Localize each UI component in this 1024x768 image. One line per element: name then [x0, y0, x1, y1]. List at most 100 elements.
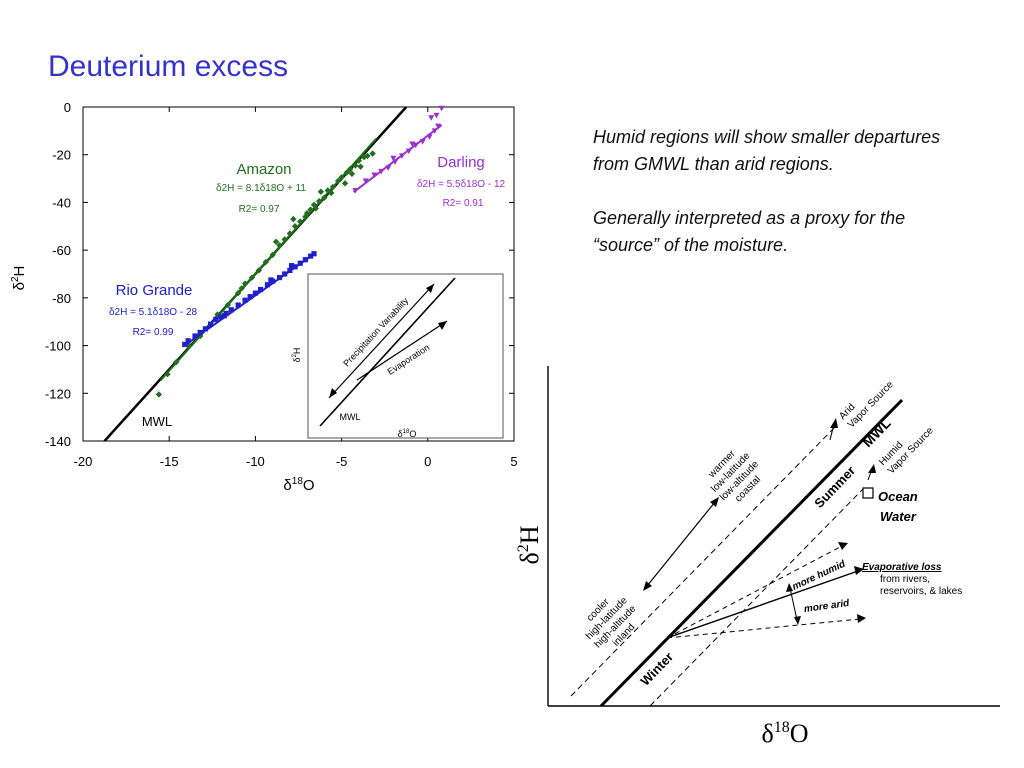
- amazon-equation: δ2H = 8.1δ18O + 11: [216, 183, 306, 194]
- data-point: [262, 258, 269, 266]
- data-point: [289, 263, 295, 269]
- data-point: [264, 282, 271, 288]
- data-point: [312, 205, 319, 212]
- data-point: [197, 329, 203, 336]
- y-tick-label: -120: [45, 386, 71, 401]
- data-point: [182, 341, 188, 347]
- data-point: [307, 253, 314, 259]
- darling-label: Darling: [437, 154, 485, 171]
- data-point: [348, 170, 356, 177]
- more-arid-label: more arid: [803, 598, 851, 615]
- inset-frame: [307, 273, 504, 439]
- y-tick-label: -100: [45, 339, 71, 354]
- y-tick-label: -20: [52, 148, 71, 163]
- cool-conditions-label: cooler high-latitude high-altitude inlan…: [584, 595, 639, 650]
- slide-title: Deuterium excess: [48, 50, 289, 83]
- fit-line: [353, 124, 443, 193]
- data-point: [362, 178, 369, 184]
- inset-arrowhead-up: [426, 284, 434, 293]
- inset-mwl-line: [319, 277, 456, 427]
- inset-mwl-label: MWL: [340, 412, 361, 422]
- warm-conditions-label: warmer low-latitude low-altitude coastal: [706, 448, 763, 505]
- amazon-r2: R2= 0.97: [239, 204, 280, 215]
- winter-label: Winter: [637, 649, 676, 688]
- data-point: [412, 142, 419, 149]
- note-humid-regions: Humid regions will show smaller departur…: [593, 127, 941, 174]
- y-axis-ticks: 0 -20 -40 -60 -80 -100 -120 -140: [45, 100, 514, 449]
- humidity-range-arrowhead-down: [794, 616, 801, 625]
- temperature-arrow: [646, 501, 716, 587]
- x-tick-label: -15: [160, 454, 179, 469]
- data-point: [428, 115, 435, 121]
- data-point: [164, 371, 171, 378]
- data-point: [409, 141, 416, 147]
- isotope-scatter-chart: 0-20-40-60-80-100-120-140 -20 -15 -10 -5 0 5 …: [10, 100, 518, 494]
- deuterium-excess-schematic: δ2H δ18O MWL Summer Winter Ocean Water A…: [515, 366, 1000, 748]
- data-point: [405, 148, 412, 155]
- evaporation-line: [666, 570, 859, 639]
- data-point: [341, 180, 349, 187]
- data-point: [302, 257, 308, 263]
- y-tick-label: -140: [45, 434, 71, 449]
- data-point: [303, 209, 311, 217]
- data-point: [364, 152, 371, 160]
- ocean-water-marker: [862, 487, 874, 499]
- water-label: Water: [880, 509, 917, 524]
- humidity-range-arrow: [789, 587, 798, 621]
- data-point: [252, 290, 258, 296]
- schematic-x-label: δ18O: [761, 719, 808, 748]
- data-point: [292, 264, 298, 270]
- x-axis-label: δ18O: [283, 476, 314, 494]
- schematic-mwl-line: [599, 398, 904, 708]
- x-tick-label: -20: [74, 454, 93, 469]
- data-point: [248, 274, 256, 281]
- schematic-mwl-label: MWL: [859, 415, 894, 450]
- data-point: [357, 163, 364, 170]
- data-point: [221, 313, 227, 319]
- humidity-range-arrowhead-up: [786, 583, 793, 592]
- data-point: [272, 238, 280, 245]
- x-tick-label: 0: [424, 454, 431, 469]
- arid-arrowhead: [830, 418, 838, 428]
- data-point: [255, 267, 263, 274]
- data-point: [321, 194, 328, 201]
- data-point: [426, 134, 433, 140]
- data-point: [438, 105, 445, 112]
- y-tick-label: -40: [52, 195, 71, 210]
- x-tick-label: -10: [246, 454, 265, 469]
- rio-grande-r2: R2= 0.99: [133, 327, 174, 338]
- temperature-arrowhead-down: [643, 581, 652, 591]
- y-tick-label: 0: [64, 100, 71, 115]
- data-point: [269, 251, 276, 259]
- data-point: [228, 307, 234, 313]
- data-point: [234, 289, 242, 297]
- data-point: [297, 260, 303, 266]
- inset-evaporation-arrow: [356, 320, 448, 381]
- arid-bound-line: [570, 425, 837, 697]
- data-point: [184, 342, 192, 349]
- evaporative-loss-sub2: reservoirs, & lakes: [880, 586, 962, 597]
- x-axis-ticks: -20 -15 -10 -5 0 5: [74, 107, 518, 469]
- data-point: [282, 271, 288, 277]
- data-point: [435, 123, 442, 130]
- note-source-proxy: Generally interpreted as a proxy for the…: [593, 208, 906, 255]
- more-humid-label: more humid: [791, 558, 848, 593]
- data-point: [302, 213, 309, 220]
- data-point: [297, 218, 304, 225]
- amazon-label: Amazon: [236, 161, 291, 178]
- inset-evaporation-arrowhead: [438, 321, 447, 330]
- data-point: [207, 321, 214, 327]
- temperature-arrowhead-up: [710, 497, 719, 507]
- data-point: [328, 189, 335, 197]
- data-point: [242, 297, 248, 303]
- data-point: [268, 277, 274, 283]
- data-point: [352, 162, 359, 169]
- darling-equation: δ2H = 5.5δ18O - 12: [417, 179, 506, 190]
- data-point: [281, 236, 288, 243]
- evaporative-loss-sub1: from rivers,: [880, 574, 930, 585]
- data-point: [290, 215, 297, 223]
- data-point: [307, 206, 314, 213]
- data-point: [238, 285, 245, 292]
- schematic-y-label: δ2H: [515, 525, 544, 564]
- series-rio-grande: [182, 251, 317, 348]
